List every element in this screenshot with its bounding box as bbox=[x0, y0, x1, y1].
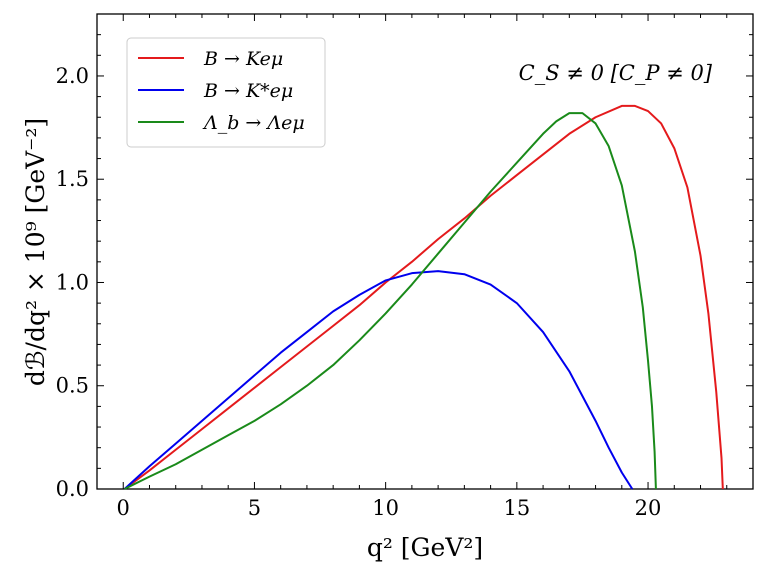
x-tick-label: 10 bbox=[372, 496, 399, 520]
legend-label-1: B → K*eμ bbox=[203, 80, 293, 102]
y-tick-label: 0.5 bbox=[56, 374, 89, 398]
legend: B → Keμ B → K*eμ Λ_b → Λeμ bbox=[126, 37, 326, 148]
x-tick-label: 20 bbox=[635, 496, 662, 520]
series-line-0 bbox=[123, 104, 724, 490]
y-tick-label: 1.0 bbox=[56, 270, 89, 294]
annotation-text: C_S ≠ 0 [C_P ≠ 0] bbox=[519, 61, 713, 85]
y-axis-label: dℬ/dq² × 10⁹ [GeV⁻²] bbox=[21, 118, 50, 386]
legend-label-0: B → Keμ bbox=[203, 48, 283, 70]
y-tick-label: 1.5 bbox=[56, 167, 89, 191]
legend-box bbox=[126, 37, 326, 148]
tick-labels: 0 5 10 15 20 0.0 0.5 1.0 1.5 2.0 bbox=[56, 64, 662, 520]
x-tick-label: 0 bbox=[117, 496, 130, 520]
y-tick-label: 2.0 bbox=[56, 64, 89, 88]
series-layer bbox=[123, 104, 724, 490]
ticks bbox=[96, 13, 754, 490]
x-axis-label: q² [GeV²] bbox=[367, 533, 483, 562]
y-tick-label: 0.0 bbox=[56, 477, 89, 501]
series-line-2 bbox=[124, 112, 657, 490]
legend-label-2: Λ_b → Λeμ bbox=[202, 112, 305, 134]
x-tick-label: 15 bbox=[503, 496, 530, 520]
series-line-1 bbox=[123, 270, 634, 490]
plot-frame bbox=[96, 13, 754, 490]
x-tick-label: 5 bbox=[248, 496, 261, 520]
legend-items: B → Keμ B → K*eμ Λ_b → Λeμ bbox=[138, 48, 305, 134]
